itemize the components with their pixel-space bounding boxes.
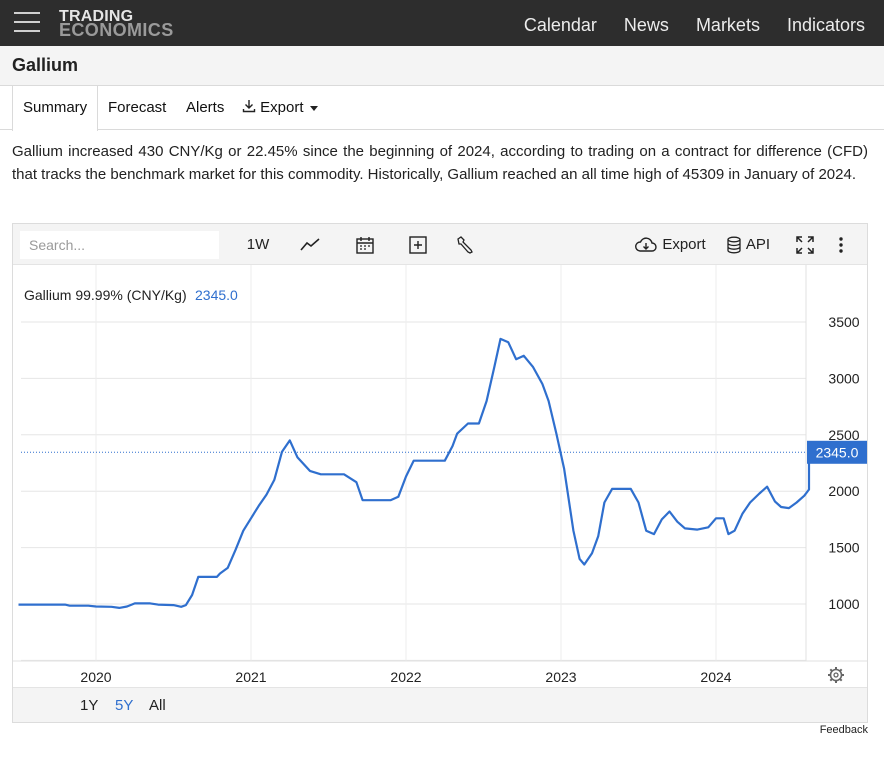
- x-tick-label: 2022: [390, 669, 421, 685]
- nav-markets[interactable]: Markets: [695, 15, 760, 35]
- download-icon: [242, 100, 256, 113]
- tab-summary[interactable]: Summary: [12, 86, 99, 131]
- x-tick-label: 2021: [235, 669, 266, 685]
- trading-economics-logo[interactable]: TRADING ECONOMICS: [59, 8, 174, 40]
- export-tab-label: Export: [260, 99, 304, 116]
- y-tick-label: 2000: [828, 483, 859, 499]
- x-tick-label: 2020: [80, 669, 111, 685]
- price-chart[interactable]: Gallium 99.99% (CNY/Kg) 2345.0 1000 1500 2…: [13, 265, 867, 687]
- x-axis-ticks: 2020 2021 2022 2023 2024: [80, 669, 731, 685]
- y-tick-label: 1500: [828, 540, 859, 556]
- add-indicator-icon[interactable]: [406, 224, 430, 265]
- range-all[interactable]: All: [149, 697, 166, 714]
- legend-series-name: Gallium 99.99% (CNY/Kg): [24, 287, 187, 303]
- range-selector: 1Y 5Y All: [13, 687, 867, 722]
- legend-last-value: 2345.0: [195, 287, 238, 303]
- nav-indicators[interactable]: Indicators: [786, 15, 865, 35]
- tab-alerts[interactable]: Alerts: [186, 99, 225, 116]
- x-tick-label: 2024: [700, 669, 731, 685]
- tab-forecast[interactable]: Forecast: [108, 99, 167, 116]
- chart-search-input[interactable]: [20, 231, 219, 259]
- tab-export[interactable]: Export: [242, 86, 318, 130]
- y-tick-label: 3500: [828, 314, 859, 330]
- feedback-link[interactable]: Feedback: [819, 724, 868, 736]
- nav-news[interactable]: News: [623, 15, 669, 35]
- database-icon: [727, 236, 741, 253]
- x-tick-label: 2023: [545, 669, 576, 685]
- chart-gridlines: [13, 265, 867, 662]
- y-tick-label: 1000: [828, 596, 859, 612]
- series-line-gallium: [18, 337, 811, 609]
- page-title: Gallium: [12, 55, 79, 75]
- logo-line-2: ECONOMICS: [59, 20, 174, 40]
- caret-down-icon: [309, 105, 318, 111]
- range-1y[interactable]: 1Y: [80, 697, 99, 714]
- y-tick-label: 2500: [828, 427, 859, 443]
- last-value-badge: 2345.0: [807, 440, 867, 464]
- top-nav: Calendar News Markets Indicators: [497, 15, 865, 36]
- api-label: API: [745, 236, 771, 253]
- title-bar: Gallium: [0, 46, 884, 86]
- hamburger-menu-icon[interactable]: [14, 12, 40, 34]
- nav-calendar[interactable]: Calendar: [523, 15, 597, 35]
- calendar-icon[interactable]: [353, 224, 377, 265]
- cloud-download-icon: [635, 236, 657, 252]
- y-axis-ticks: 1000 1500 2000 2500 3000 3500: [828, 314, 859, 612]
- chart-settings-gear-icon[interactable]: [828, 667, 844, 683]
- summary-description: Gallium increased 430 CNY/Kg or 22.45% s…: [12, 143, 868, 183]
- chart-export-label: Export: [662, 236, 706, 253]
- range-5y[interactable]: 5Y: [115, 697, 134, 714]
- chart-toolbar: 1W Export API: [13, 224, 867, 265]
- wrench-icon[interactable]: [453, 224, 477, 265]
- last-value-badge-text: 2345.0: [816, 444, 859, 460]
- logo-line-1: TRADING: [59, 8, 134, 25]
- api-button[interactable]: API: [725, 224, 771, 265]
- line-chart-icon[interactable]: [297, 224, 323, 265]
- top-bar: TRADING ECONOMICS Calendar News Markets …: [0, 0, 884, 46]
- fullscreen-icon[interactable]: [793, 224, 817, 265]
- chart-export-button[interactable]: Export: [633, 224, 707, 265]
- chart-widget: 1W Export API: [12, 223, 868, 723]
- y-tick-label: 3000: [828, 370, 859, 386]
- period-button[interactable]: 1W: [246, 236, 270, 253]
- more-options-icon[interactable]: [831, 224, 851, 265]
- tab-bar: Summary Forecast Alerts Export: [0, 86, 884, 131]
